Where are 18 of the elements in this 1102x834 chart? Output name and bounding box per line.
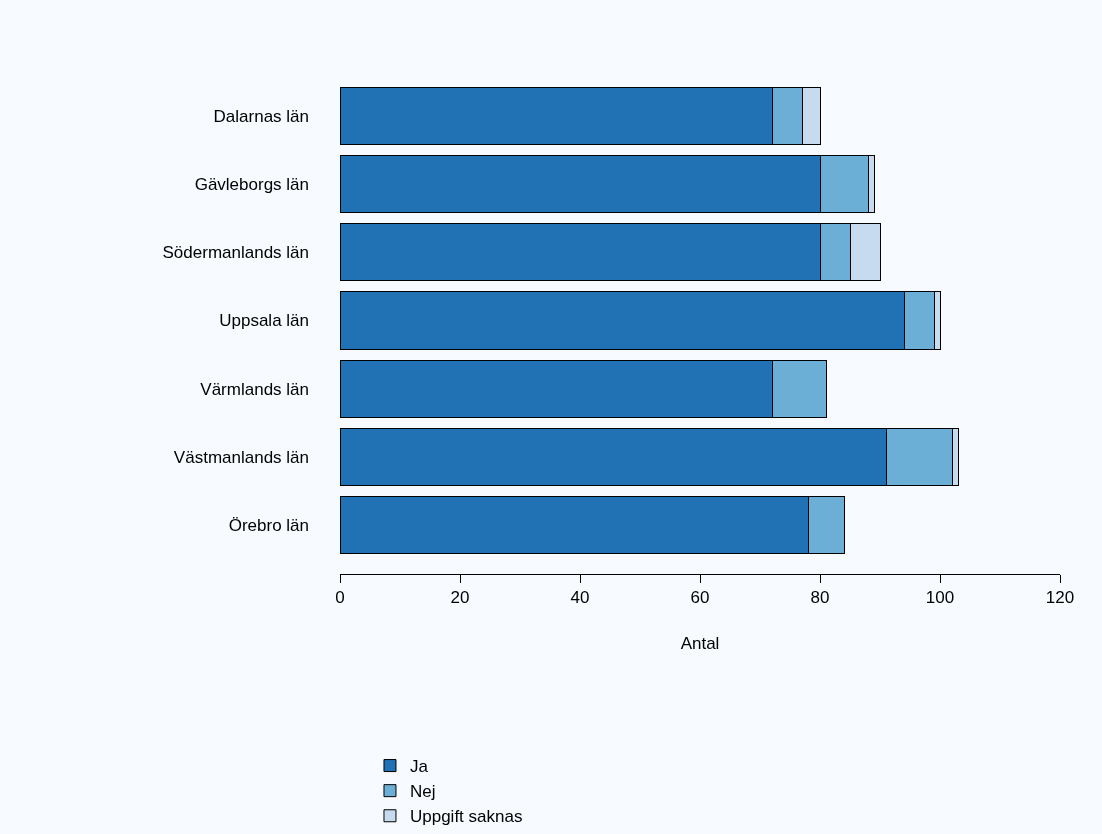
- y-tick-label: Västmanlands län: [173, 447, 309, 467]
- x-tick-label: 40: [570, 588, 590, 608]
- x-tick-label: 100: [925, 588, 955, 608]
- y-tick-label: Södermanlands län: [162, 243, 309, 263]
- y-tick-label: Gävleborgs län: [194, 175, 309, 195]
- y-tick-label: Dalarnas län: [213, 107, 309, 127]
- y-tick-label: Örebro län: [228, 515, 309, 535]
- legend-label: Uppgift saknas: [409, 807, 523, 827]
- y-tick-label: Värmlands län: [200, 379, 309, 399]
- legend-label: Nej: [409, 782, 436, 802]
- x-tick-label: 120: [1045, 588, 1075, 608]
- y-tick-label: Uppsala län: [219, 311, 309, 331]
- x-tick-label: 80: [810, 588, 830, 608]
- x-tick-label: 0: [335, 588, 345, 608]
- legend-label: Ja: [409, 757, 429, 777]
- x-axis-title: Antal: [680, 633, 720, 653]
- x-tick-label: 60: [690, 588, 710, 608]
- x-tick-label: 20: [450, 588, 470, 608]
